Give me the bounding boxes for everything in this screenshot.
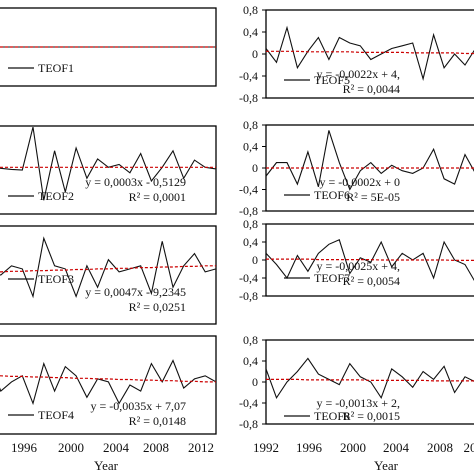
- trend-equation: y = -0,0025x + 4,: [316, 259, 400, 273]
- y-tick-label: -0,4: [239, 271, 258, 285]
- right-x-axis-title: Year: [374, 458, 399, 473]
- left-x-tick: 2004: [103, 440, 130, 455]
- panel-frame: [0, 225, 217, 325]
- legend-label: TEOF3: [38, 272, 74, 286]
- trend-line: [0, 265, 216, 273]
- y-tick-label: 0: [252, 161, 258, 175]
- legend-label: TEOF8: [314, 409, 350, 423]
- trend-r2: R² = 0,0044: [343, 82, 400, 96]
- y-tick-label: 0,4: [243, 235, 258, 249]
- trend-line: [266, 378, 474, 382]
- y-tick-label: 0,8: [243, 3, 258, 17]
- y-tick-label: -0,4: [239, 183, 258, 197]
- y-tick-label: 0,4: [243, 25, 258, 39]
- trend-r2: R² = 0,0148: [129, 414, 186, 428]
- series-line: [265, 25, 474, 81]
- y-tick-label: -0,8: [239, 289, 258, 303]
- left-x-tick: 2012: [188, 440, 214, 455]
- series-line: [265, 357, 474, 400]
- legend-label: TEOF4: [38, 408, 74, 422]
- y-tick-label: -0,4: [239, 69, 258, 83]
- left-x-axis-title: Year: [94, 458, 119, 473]
- legend-label: TEOF7: [314, 271, 350, 285]
- right-x-tick: 20: [464, 440, 474, 455]
- right-x-tick: 2004: [383, 440, 410, 455]
- trend-equation: y = 0,0047x - 9,2345: [85, 285, 186, 299]
- left-x-tick: 2008: [143, 440, 169, 455]
- legend-label: TEOF5: [314, 73, 350, 87]
- panel-frame: [0, 125, 217, 215]
- right-x-tick: 2008: [427, 440, 453, 455]
- series-line: [0, 236, 217, 299]
- left-x-axis: 1996 2000 2004 2008 2012 Year: [11, 440, 214, 473]
- trend-equation: y = -0,0022x + 4,: [316, 67, 400, 81]
- y-tick-label: -0,8: [239, 91, 258, 105]
- trend-equation: y = -0,0035x + 7,07: [90, 399, 186, 413]
- series-line: [265, 239, 474, 282]
- trend-equation: y = -0,0002x + 0: [319, 175, 400, 189]
- panel-frame: [0, 335, 217, 435]
- trend-equation: y = -0,0013x + 2,: [316, 396, 400, 410]
- y-tick-label: 0: [252, 375, 258, 389]
- trend-r2: R² = 0,0251: [129, 300, 186, 314]
- trend-line: [266, 258, 474, 261]
- y-tick-label: 0,8: [243, 217, 258, 231]
- left-x-tick: 1996: [11, 440, 38, 455]
- legend-label: TEOF2: [38, 189, 74, 203]
- y-tick-label: 0,8: [243, 118, 258, 132]
- series-line: [0, 126, 217, 201]
- right-x-tick: 1996: [296, 440, 323, 455]
- trend-r2: R² = 0,0001: [129, 190, 186, 204]
- y-tick-label: 0,4: [243, 354, 258, 368]
- right-x-tick: 2000: [340, 440, 366, 455]
- y-tick-label: 0: [252, 47, 258, 61]
- left-x-tick: 2000: [58, 440, 84, 455]
- series-line: [0, 359, 217, 406]
- chart-panel-teof1: TEOF1: [0, 7, 217, 87]
- legend-label: TEOF1: [38, 61, 74, 75]
- trend-r2: R² = 0,0015: [343, 409, 400, 423]
- y-tick-label: 0,4: [243, 140, 258, 154]
- legend-label: TEOF6: [314, 188, 350, 202]
- y-tick-label: 0,8: [243, 333, 258, 347]
- right-x-axis: 1992 1996 2000 2004 2008 20 Year: [253, 440, 474, 473]
- trend-line: [266, 50, 474, 55]
- trend-r2: R² = 5E-05: [346, 190, 400, 204]
- trend-r2: R² = 0,0054: [343, 274, 400, 288]
- right-x-tick: 1992: [253, 440, 279, 455]
- y-tick-label: -0,8: [239, 204, 258, 218]
- y-tick-label: -0,4: [239, 396, 258, 410]
- trend-line: [0, 375, 216, 383]
- y-tick-label: -0,8: [239, 417, 258, 431]
- trend-equation: y = 0,0003x - 0,5129: [85, 175, 186, 189]
- y-tick-label: 0: [252, 253, 258, 267]
